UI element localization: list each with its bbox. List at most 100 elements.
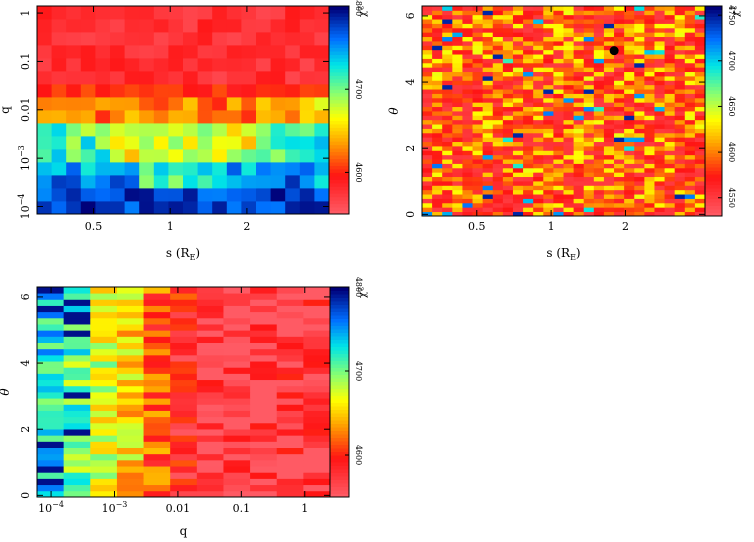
heatmap-cell: [563, 102, 575, 108]
heatmap-cell: [276, 287, 304, 294]
heatmap-cell: [624, 146, 635, 151]
heatmap-cell: [654, 211, 665, 217]
heatmap-cell: [482, 163, 494, 169]
heatmap-cell: [593, 102, 605, 108]
heatmap-cell: [37, 342, 65, 350]
heatmap-cell: [314, 97, 330, 111]
heatmap-cell: [654, 6, 665, 11]
heatmap-cell: [603, 67, 615, 73]
heatmap-cell: [299, 110, 315, 124]
heatmap-cell: [472, 124, 484, 129]
heatmap-cell: [256, 149, 271, 163]
heatmap-cell: [593, 67, 605, 73]
heatmap-cell: [583, 154, 595, 160]
heatmap-cell: [482, 154, 494, 160]
heatmap-cell: [303, 410, 331, 418]
heatmap-cell: [694, 76, 706, 81]
heatmap-cell: [153, 6, 169, 20]
heatmap-cell: [583, 167, 595, 173]
heatmap-cell: [442, 19, 453, 24]
colorbar-tick-label: 4600: [727, 142, 736, 162]
heatmap-cell: [684, 41, 696, 46]
heatmap-cell: [523, 167, 534, 173]
heatmap-cell: [223, 466, 251, 473]
heatmap-cell: [684, 207, 696, 213]
heatmap-cell: [170, 373, 198, 381]
heatmap-cell: [472, 150, 484, 156]
heatmap-cell: [285, 149, 301, 163]
heatmap-cell: [634, 146, 645, 151]
heatmap-cell: [95, 84, 111, 98]
heatmap-cell: [432, 194, 443, 199]
heatmap-cell: [462, 45, 473, 51]
heatmap-cell: [664, 159, 676, 164]
heatmap-cell: [492, 141, 504, 147]
heatmap-cell: [51, 201, 67, 215]
heatmap-cell: [472, 97, 484, 103]
heatmap-cell: [583, 23, 595, 29]
colorbar-segment: [330, 406, 349, 410]
heatmap-cell: [270, 19, 286, 33]
x-tick-label: 10−4: [38, 500, 64, 515]
heatmap-cell: [573, 106, 585, 112]
heatmap-cell: [694, 137, 706, 143]
heatmap-cell: [593, 211, 605, 217]
heatmap-cell: [674, 19, 686, 24]
heatmap-cell: [583, 6, 595, 11]
heatmap-cell: [603, 102, 615, 108]
heatmap-cell: [583, 54, 595, 59]
heatmap-cell: [512, 14, 524, 20]
heatmap-cell: [583, 181, 595, 186]
heatmap-cell: [197, 32, 213, 46]
heatmap-cell: [664, 76, 676, 81]
heatmap-cell: [66, 175, 82, 189]
heatmap-cell: [442, 194, 453, 199]
heatmap-cell: [153, 201, 169, 215]
heatmap-cell: [634, 189, 645, 195]
heatmap-cell: [573, 41, 585, 46]
heatmap-cell: [664, 211, 676, 217]
heatmap-cell: [664, 111, 676, 116]
heatmap-cell: [170, 441, 198, 448]
heatmap-cell: [694, 102, 706, 108]
heatmap-cell: [90, 416, 118, 424]
heatmap-cell: [634, 45, 645, 51]
heatmap-cell: [183, 162, 198, 176]
colorbar-segment: [329, 186, 349, 191]
heatmap-cell: [593, 80, 605, 86]
colorbar-segment: [329, 151, 349, 156]
heatmap-cell: [583, 128, 595, 134]
heatmap-cells: [422, 6, 706, 217]
heatmap-cell: [482, 36, 494, 42]
heatmap-cell: [80, 32, 96, 46]
heatmap-cell: [196, 305, 224, 313]
colorbar-segment: [705, 198, 722, 203]
colorbar-segment: [330, 437, 349, 442]
heatmap-cell: [37, 287, 65, 294]
heatmap-cell: [196, 361, 224, 368]
heatmap-cell: [502, 132, 514, 138]
heatmap-cell: [624, 80, 635, 86]
heatmap-cell: [124, 110, 140, 124]
heatmap-cell: [196, 416, 224, 424]
heatmap-cell: [270, 32, 286, 46]
heatmap-cell: [223, 311, 251, 319]
heatmap-cell: [63, 447, 91, 455]
heatmap-cell: [432, 185, 443, 191]
heatmap-cell: [553, 80, 564, 86]
heatmap-cell: [533, 71, 544, 77]
heatmap-cell: [624, 141, 635, 147]
heatmap-cell: [644, 67, 655, 73]
x-tick-label: 0.5: [85, 220, 103, 233]
heatmap-cell: [664, 106, 676, 112]
heatmap-cell: [624, 49, 635, 55]
heatmap-cell: [523, 159, 534, 164]
heatmap-cell: [502, 128, 514, 134]
heatmap-cell: [593, 93, 605, 99]
heatmap-cell: [241, 110, 257, 124]
heatmap-cell: [674, 32, 686, 38]
heatmap-cell: [276, 330, 304, 337]
heatmap-cell: [462, 89, 473, 94]
heatmap-cell: [654, 67, 665, 73]
